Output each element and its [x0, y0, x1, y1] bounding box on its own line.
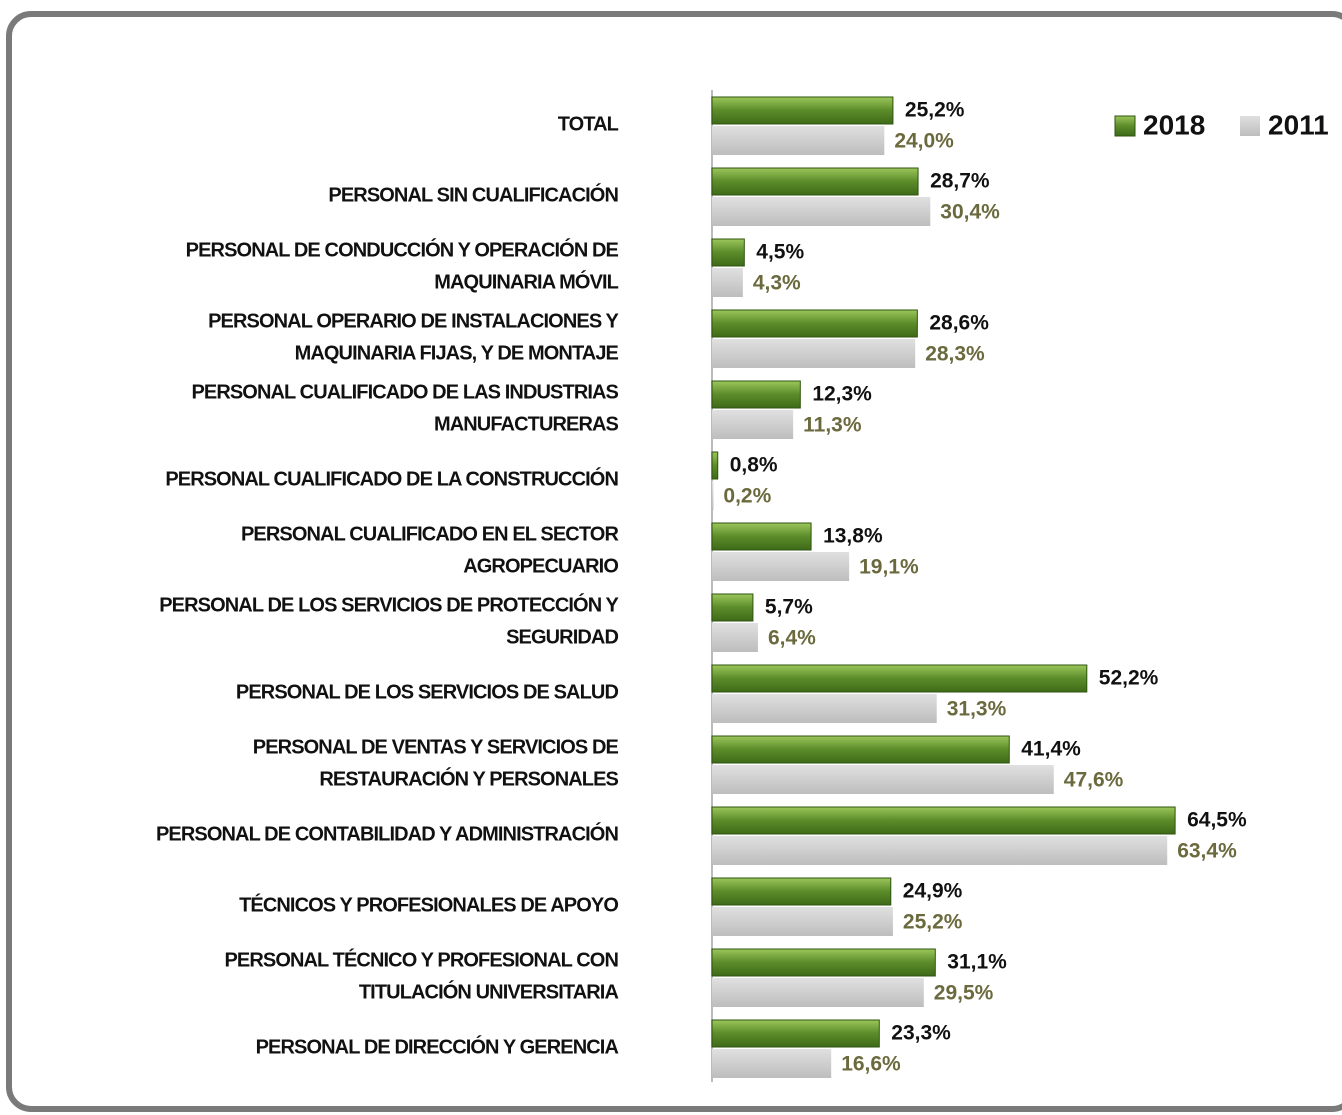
value-label: 19,1% [859, 556, 919, 579]
category-label: PERSONAL SIN CUALIFICACIÓN [328, 182, 618, 206]
legend-label: 2018 [1143, 109, 1205, 140]
category-label: PERSONAL OPERARIO DE INSTALACIONES Y [208, 310, 619, 332]
bar [711, 238, 745, 267]
bar [711, 309, 918, 338]
bar [711, 735, 1010, 764]
category-label: PERSONAL DE CONTABILIDAD Y ADMINISTRACIÓ… [156, 821, 618, 845]
category-label: TÉCNICOS Y PROFESIONALES DE APOYO [239, 893, 618, 916]
legend-swatch [1114, 115, 1136, 137]
value-label: 41,4% [1021, 738, 1081, 761]
value-label: 47,6% [1064, 769, 1124, 792]
bar [712, 126, 885, 155]
bar [712, 907, 893, 936]
category-label: PERSONAL TÉCNICO Y PROFESIONAL CON [224, 948, 618, 971]
category-label: PERSONAL CUALIFICADO DE LAS INDUSTRIAS [191, 381, 618, 403]
value-label: 23,3% [891, 1022, 951, 1045]
category-label: PERSONAL DE VENTAS Y SERVICIOS DE [253, 736, 619, 758]
value-label: 24,9% [903, 880, 963, 903]
value-label: 16,6% [841, 1053, 901, 1076]
category-label: AGROPECUARIO [463, 555, 618, 577]
category-label: MANUFACTURERAS [434, 413, 619, 435]
value-label: 31,3% [947, 698, 1007, 721]
category-label: RESTAURACIÓN Y PERSONALES [319, 766, 618, 790]
category-label: PERSONAL DE LOS SERVICIOS DE SALUD [236, 681, 619, 703]
value-label: 30,4% [940, 201, 1000, 224]
bar [712, 197, 931, 226]
value-label: 52,2% [1099, 667, 1159, 690]
value-label: 31,1% [947, 951, 1007, 974]
category-label: PERSONAL DE DIRECCIÓN Y GERENCIA [256, 1034, 619, 1058]
value-label: 0,2% [723, 485, 771, 508]
value-label: 25,2% [905, 99, 965, 122]
bar [712, 623, 758, 652]
bar [711, 380, 801, 409]
value-label: 24,0% [894, 130, 954, 153]
value-label: 6,4% [768, 627, 816, 650]
bar [711, 167, 919, 196]
value-label: 29,5% [934, 982, 994, 1005]
bar [712, 836, 1168, 865]
value-label: 13,8% [823, 525, 883, 548]
value-label: 28,7% [930, 170, 990, 193]
bar [712, 481, 714, 510]
bar [711, 522, 812, 551]
frame [6, 11, 1342, 1112]
category-label: PERSONAL CUALIFICADO EN EL SECTOR [241, 523, 619, 545]
bar [712, 552, 850, 581]
value-label: 12,3% [812, 383, 872, 406]
legend-label: 2011 [1268, 109, 1329, 140]
value-label: 4,3% [753, 272, 801, 295]
category-label: PERSONAL DE LOS SERVICIOS DE PROTECCIÓN … [159, 592, 619, 616]
category-label: PERSONAL CUALIFICADO DE LA CONSTRUCCIÓN [165, 466, 618, 490]
value-label: 5,7% [765, 596, 813, 619]
value-label: 25,2% [903, 911, 963, 934]
bar [711, 96, 894, 125]
bar [712, 694, 937, 723]
category-label: PERSONAL DE CONDUCCIÓN Y OPERACIÓN DE [186, 237, 619, 261]
value-label: 63,4% [1177, 840, 1237, 863]
bar [712, 1049, 832, 1078]
value-label: 28,3% [925, 343, 985, 366]
category-label: MAQUINARIA MÓVIL [434, 269, 618, 293]
value-label: 28,6% [929, 312, 989, 335]
value-label: 64,5% [1187, 809, 1247, 832]
value-label: 0,8% [730, 454, 778, 477]
legend-swatch [1240, 116, 1260, 136]
category-label: MAQUINARIA FIJAS, Y DE MONTAJE [295, 342, 619, 364]
bar [711, 948, 936, 977]
bar [711, 1019, 880, 1048]
bar [711, 593, 754, 622]
bar [711, 877, 892, 906]
bar [712, 765, 1054, 794]
bar [711, 806, 1176, 835]
bar [712, 410, 794, 439]
bar [711, 664, 1088, 693]
value-label: 11,3% [803, 414, 862, 437]
bar [712, 978, 924, 1007]
value-label: 4,5% [756, 241, 804, 264]
bar [712, 339, 916, 368]
bar [711, 451, 719, 480]
bar [712, 268, 743, 297]
category-label: TOTAL [558, 113, 619, 135]
category-label: TITULACIÓN UNIVERSITARIA [359, 979, 619, 1003]
category-label: SEGURIDAD [506, 626, 618, 648]
